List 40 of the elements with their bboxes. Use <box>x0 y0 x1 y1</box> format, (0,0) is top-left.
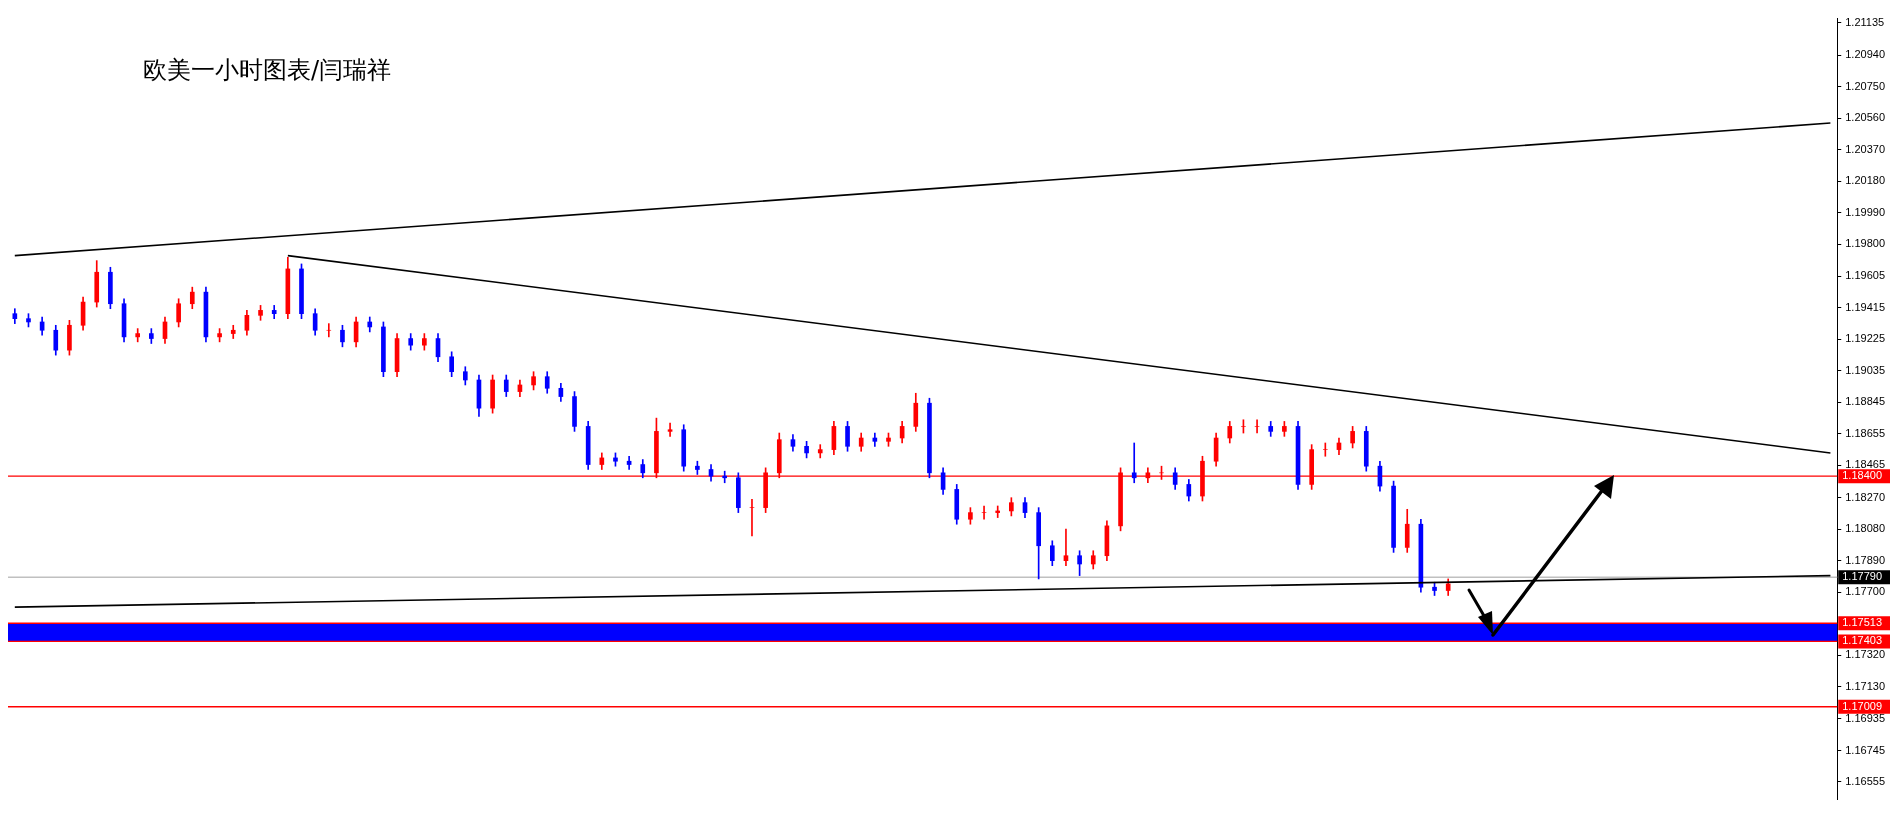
y-tick-label: 1.17320 <box>1845 648 1885 661</box>
ref-line-label: 1.18400 <box>1842 469 1882 482</box>
y-tick-label: 1.20940 <box>1845 48 1885 61</box>
y-tick-label: 1.16745 <box>1845 743 1885 756</box>
y-tick-label: 1.20180 <box>1845 174 1885 187</box>
y-tick-label: 1.18270 <box>1845 490 1885 503</box>
y-tick-label: 1.19800 <box>1845 237 1885 250</box>
y-tick-label: 1.19035 <box>1845 363 1885 376</box>
y-tick-label: 1.21135 <box>1845 15 1885 28</box>
y-tick-label: 1.19605 <box>1845 269 1885 282</box>
ref-line-label: 1.17009 <box>1842 699 1882 712</box>
candlestick <box>667 422 673 437</box>
y-tick-label: 1.18465 <box>1845 458 1885 471</box>
candlestick <box>1254 419 1260 434</box>
y-tick-label: 1.20560 <box>1845 111 1885 124</box>
ref-line-label: 1.17403 <box>1842 634 1882 647</box>
ref-line-label: 1.17513 <box>1842 616 1882 629</box>
candlestick <box>995 505 1001 518</box>
candlestick <box>1131 442 1137 484</box>
candlestick <box>981 505 987 520</box>
y-tick-label: 1.17700 <box>1845 585 1885 598</box>
y-tick-label: 1.19225 <box>1845 332 1885 345</box>
candlestick <box>722 470 728 484</box>
y-tick-label: 1.16555 <box>1845 775 1885 788</box>
y-tick-label: 1.17890 <box>1845 553 1885 566</box>
candlestick <box>1322 442 1328 457</box>
y-tick-label: 1.19415 <box>1845 300 1885 313</box>
y-tick-label: 1.17130 <box>1845 679 1885 692</box>
y-tick-label: 1.20750 <box>1845 79 1885 92</box>
candlestick <box>749 499 755 537</box>
y-tick-label: 1.18080 <box>1845 522 1885 535</box>
y-tick-label: 1.18845 <box>1845 395 1885 408</box>
y-tick-label: 1.16935 <box>1845 712 1885 725</box>
y-tick-label: 1.19990 <box>1845 205 1885 218</box>
y-tick-label: 1.20370 <box>1845 142 1885 155</box>
candlestick <box>326 323 332 338</box>
text: 欧美一小时图表/闫瑞祥 <box>143 55 392 86</box>
candlestick <box>1063 528 1069 566</box>
y-tick-label: 1.18655 <box>1845 426 1885 439</box>
ref-line-label: 1.17790 <box>1842 570 1882 583</box>
